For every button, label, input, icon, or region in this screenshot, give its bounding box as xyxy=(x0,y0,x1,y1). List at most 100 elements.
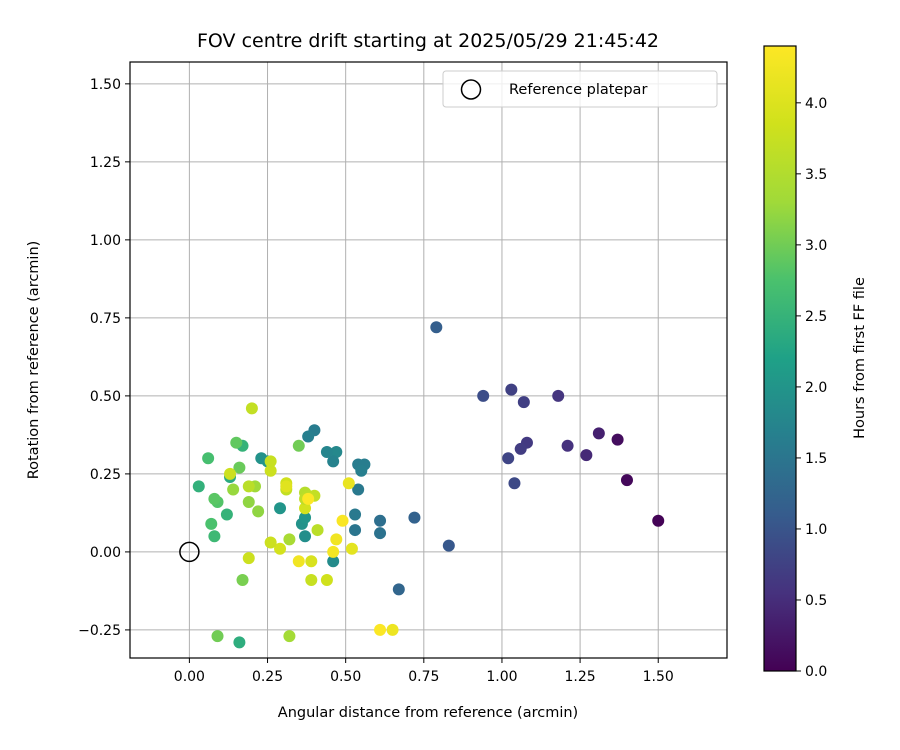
data-point xyxy=(352,483,365,496)
data-point xyxy=(349,524,362,537)
y-tick-label: 1.00 xyxy=(90,233,121,249)
data-point xyxy=(430,321,443,334)
data-point xyxy=(274,542,287,555)
colorbar-tick-label: 3.0 xyxy=(805,238,827,254)
data-point xyxy=(355,464,368,477)
reference-point-marker xyxy=(179,541,200,563)
data-point xyxy=(620,474,633,487)
data-point xyxy=(227,483,240,496)
data-point xyxy=(302,430,315,443)
y-tick-label: 0.25 xyxy=(90,467,121,483)
data-point xyxy=(283,630,296,643)
data-point xyxy=(502,452,515,465)
colorbar-tick-label: 4.0 xyxy=(805,96,827,112)
y-tick-label: 1.25 xyxy=(90,155,121,171)
chart-title: FOV centre drift starting at 2025/05/29 … xyxy=(197,30,659,52)
data-point xyxy=(330,533,343,546)
data-point xyxy=(264,455,277,468)
grid xyxy=(130,62,727,658)
data-point xyxy=(374,527,387,540)
colorbar-tick-label: 0.0 xyxy=(805,664,827,680)
y-tick-label: 0.75 xyxy=(90,311,121,327)
data-point xyxy=(255,452,268,465)
data-point xyxy=(505,383,518,396)
data-point xyxy=(345,542,358,555)
colorbar-tick-label: 2.5 xyxy=(805,309,827,325)
data-point xyxy=(245,402,258,415)
colorbar-gradient xyxy=(763,45,797,672)
data-point xyxy=(274,502,287,515)
data-point xyxy=(292,439,305,452)
data-point xyxy=(264,536,277,549)
data-point xyxy=(305,555,318,568)
colorbar: 0.0 0.5 1.0 1.5 2.0 2.5 3.0 3.5 4.0 Hours from f… xyxy=(763,45,868,680)
data-point xyxy=(374,623,387,636)
data-point xyxy=(299,530,312,543)
data-point xyxy=(252,505,265,518)
data-point xyxy=(264,464,277,477)
data-point xyxy=(320,573,333,586)
y-tick-label: 1.50 xyxy=(90,77,121,93)
data-point xyxy=(514,442,527,455)
data-point xyxy=(342,477,355,490)
colorbar-tick-label: 1.0 xyxy=(805,522,827,538)
data-point xyxy=(408,511,421,524)
y-tick-label: 0.50 xyxy=(90,389,121,405)
data-point xyxy=(202,452,215,465)
data-point xyxy=(327,545,340,558)
data-point xyxy=(236,573,249,586)
data-point xyxy=(320,446,333,459)
legend-label: Reference platepar xyxy=(509,82,647,98)
legend-marker-icon xyxy=(460,79,482,100)
data-point xyxy=(477,389,490,402)
x-axis: 0.00 0.25 0.50 0.75 1.00 1.25 1.50 xyxy=(174,658,674,685)
y-tick-label: −0.25 xyxy=(78,623,121,639)
data-point xyxy=(611,433,624,446)
data-point xyxy=(386,623,399,636)
data-point xyxy=(442,539,455,552)
data-point xyxy=(299,511,312,524)
x-axis-label: Angular distance from reference (arcmin) xyxy=(278,705,578,721)
data-point xyxy=(211,630,224,643)
data-point xyxy=(592,427,605,440)
x-tick-label: 0.75 xyxy=(408,669,439,685)
data-point xyxy=(561,439,574,452)
data-point xyxy=(230,436,243,449)
data-point xyxy=(192,480,205,493)
data-point xyxy=(205,517,218,530)
colorbar-ticks: 0.0 0.5 1.0 1.5 2.0 2.5 3.0 3.5 4.0 xyxy=(796,96,827,680)
data-point xyxy=(374,514,387,527)
data-point xyxy=(208,492,221,505)
data-point xyxy=(283,533,296,546)
data-point xyxy=(224,467,237,480)
data-point xyxy=(330,446,343,459)
y-tick-label: 0.00 xyxy=(90,545,121,561)
x-tick-label: 0.25 xyxy=(252,669,283,685)
legend-box xyxy=(442,70,718,108)
colorbar-tick-label: 3.5 xyxy=(805,167,827,183)
data-point xyxy=(311,524,324,537)
plot-frame xyxy=(129,61,728,659)
data-point xyxy=(292,555,305,568)
data-point xyxy=(327,455,340,468)
colorbar-tick-label: 1.5 xyxy=(805,451,827,467)
data-point xyxy=(242,552,255,565)
data-points xyxy=(192,321,665,649)
y-axis-label: Rotation from reference (arcmin) xyxy=(26,241,42,480)
data-point xyxy=(220,508,233,521)
y-axis: −0.25 0.00 0.25 0.50 0.75 1.00 1.25 1.50 xyxy=(78,77,130,639)
data-point xyxy=(327,555,340,568)
data-point xyxy=(233,461,246,474)
data-point xyxy=(580,449,593,462)
legend: Reference platepar xyxy=(442,70,718,108)
data-point xyxy=(233,636,246,649)
data-point xyxy=(299,502,312,515)
colorbar-label: Hours from first FF file xyxy=(852,277,868,439)
data-point xyxy=(242,480,255,493)
data-point xyxy=(652,514,665,527)
data-point xyxy=(392,583,405,596)
x-tick-label: 1.50 xyxy=(643,669,674,685)
data-point xyxy=(336,514,349,527)
x-tick-label: 0.50 xyxy=(330,669,361,685)
